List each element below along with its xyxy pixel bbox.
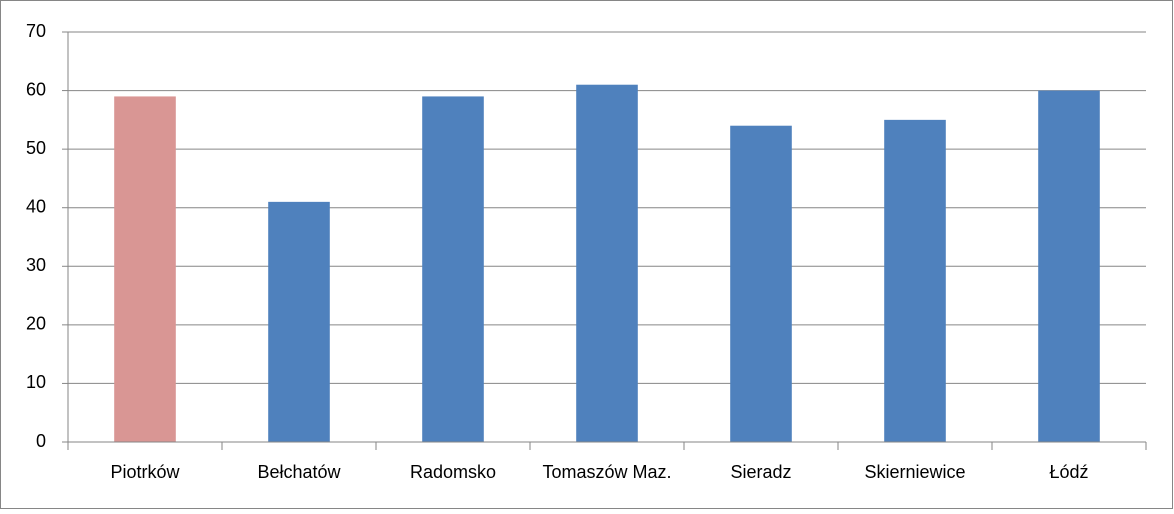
x-tick-label: Skierniewice [864,462,965,482]
bar [884,119,946,442]
y-tick-label: 50 [26,138,46,158]
y-tick-label: 70 [26,21,46,41]
bar [114,96,176,442]
x-tick-label: Łódź [1049,462,1088,482]
y-tick-label: 60 [26,79,46,99]
y-tick-label: 30 [26,255,46,275]
x-tick-label: Radomsko [410,462,496,482]
y-tick-label: 40 [26,196,46,216]
y-tick-label: 10 [26,372,46,392]
bar [268,201,330,442]
bar [1038,90,1100,443]
x-tick-label: Piotrków [110,462,180,482]
bar [576,84,638,442]
x-tick-label: Bełchatów [257,462,341,482]
bar [422,96,484,442]
y-tick-label: 0 [36,431,46,451]
bar [730,125,792,442]
x-tick-label: Sieradz [730,462,791,482]
x-tick-label: Tomaszów Maz. [542,462,671,482]
y-tick-label: 20 [26,314,46,334]
